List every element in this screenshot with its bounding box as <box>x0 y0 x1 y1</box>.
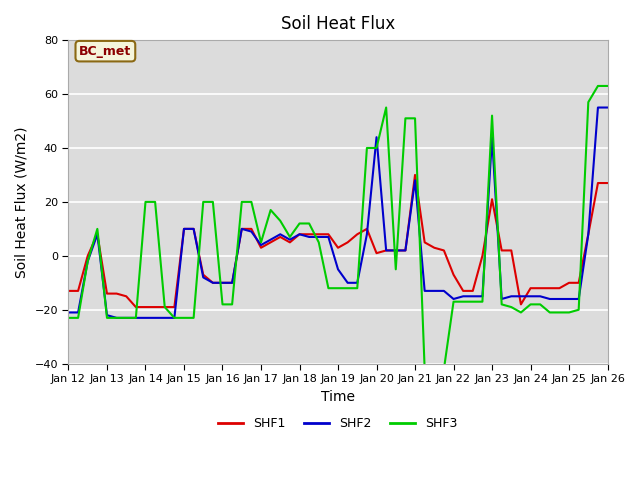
SHF1 <box>460 288 467 294</box>
SHF3 <box>604 83 611 89</box>
SHF3 <box>93 226 101 232</box>
SHF1 <box>305 231 313 237</box>
Line: SHF2: SHF2 <box>68 108 607 318</box>
SHF2 <box>113 315 120 321</box>
SHF1 <box>65 288 72 294</box>
SHF2 <box>604 105 611 110</box>
SHF2 <box>440 288 448 294</box>
SHF3 <box>421 366 429 372</box>
SHF1 <box>93 231 101 237</box>
SHF1 <box>219 280 227 286</box>
SHF2 <box>65 310 72 315</box>
SHF3 <box>440 366 448 372</box>
SHF3 <box>65 315 72 321</box>
SHF1 <box>604 180 611 186</box>
SHF3 <box>209 199 217 205</box>
Y-axis label: Soil Heat Flux (W/m2): Soil Heat Flux (W/m2) <box>15 126 29 277</box>
Line: SHF1: SHF1 <box>68 175 607 307</box>
SHF3 <box>84 258 92 264</box>
SHF2 <box>305 234 313 240</box>
Legend: SHF1, SHF2, SHF3: SHF1, SHF2, SHF3 <box>213 412 463 435</box>
SHF2 <box>84 258 92 264</box>
SHF1 <box>411 172 419 178</box>
Title: Soil Heat Flux: Soil Heat Flux <box>281 15 395 33</box>
SHF2 <box>450 296 458 302</box>
SHF1 <box>450 272 458 277</box>
SHF3 <box>450 299 458 305</box>
Text: BC_met: BC_met <box>79 45 131 58</box>
SHF3 <box>296 221 303 227</box>
SHF2 <box>219 280 227 286</box>
SHF3 <box>594 83 602 89</box>
SHF2 <box>93 231 101 237</box>
Line: SHF3: SHF3 <box>68 86 607 369</box>
SHF1 <box>132 304 140 310</box>
X-axis label: Time: Time <box>321 390 355 404</box>
SHF2 <box>594 105 602 110</box>
SHF1 <box>84 253 92 259</box>
